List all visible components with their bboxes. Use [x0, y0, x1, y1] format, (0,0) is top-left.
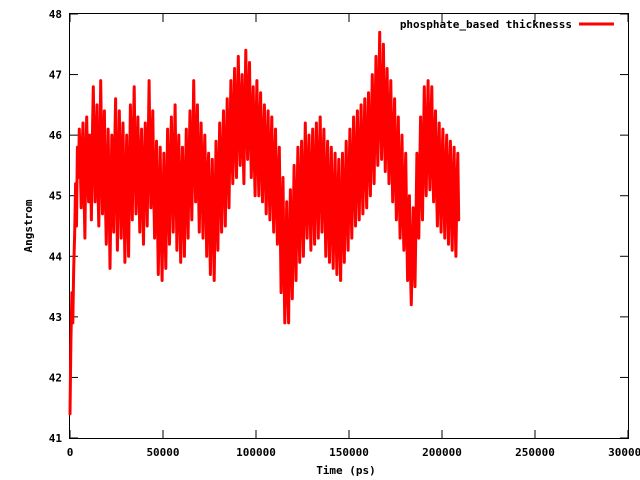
y-tick-label: 45	[49, 190, 62, 203]
x-axis-title: Time (ps)	[316, 464, 376, 477]
x-tick-label: 50000	[146, 446, 179, 459]
y-tick-label: 46	[49, 129, 63, 142]
y-tick-label: 48	[49, 8, 62, 21]
x-tick-label: 100000	[236, 446, 276, 459]
x-tick-label: 150000	[329, 446, 369, 459]
x-tick-label: 250000	[515, 446, 555, 459]
x-tick-label: 200000	[422, 446, 462, 459]
y-tick-label: 41	[49, 432, 63, 445]
x-tick-label: 0	[67, 446, 74, 459]
y-tick-label: 42	[49, 371, 62, 384]
x-axis-ticks: 0 50000 100000 150000 200000 250000 300000	[67, 14, 640, 459]
y-axis-ticks: 41 42 43 44 45 46 47 48	[49, 8, 628, 445]
plot-frame	[69, 13, 629, 439]
y-tick-label: 47	[49, 69, 62, 82]
y-tick-label: 44	[49, 250, 63, 263]
y-axis-title: Angstrom	[22, 199, 35, 252]
legend-label: phosphate_based thicknesss	[400, 18, 572, 31]
y-tick-label: 43	[49, 311, 62, 324]
series-line-phosphate-thickness	[68, 30, 461, 416]
legend: phosphate_based thicknesss	[400, 18, 614, 31]
x-tick-label: 300000	[608, 446, 640, 459]
